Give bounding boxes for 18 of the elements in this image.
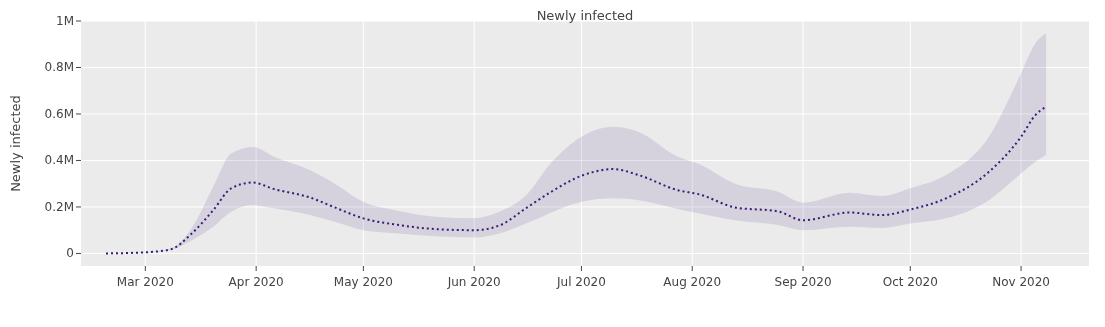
- x-tick-label: Aug 2020: [663, 275, 722, 289]
- x-tick-label: Apr 2020: [228, 275, 284, 289]
- y-tick-label: 0.6M: [44, 106, 74, 121]
- y-tick-label: 0.2M: [44, 199, 74, 214]
- y-tick-label: 0.8M: [44, 60, 74, 75]
- y-tick-label: 0: [66, 246, 74, 261]
- x-tick-label: Oct 2020: [882, 275, 938, 289]
- y-tick-label: 1M: [56, 14, 74, 28]
- x-tick-label: Mar 2020: [116, 275, 174, 289]
- x-tick-label: Sep 2020: [774, 275, 832, 289]
- x-tick-label: Jun 2020: [446, 275, 501, 289]
- x-tick-label: May 2020: [333, 275, 393, 289]
- line-series: [105, 105, 1048, 255]
- y-axis-title: Newly infected: [8, 95, 23, 192]
- chart-title: Newly infected: [536, 8, 634, 23]
- x-tick-label: Jul 2020: [556, 275, 606, 289]
- x-tick-label: Nov 2020: [992, 275, 1050, 289]
- y-tick-label: 0.4M: [44, 153, 74, 168]
